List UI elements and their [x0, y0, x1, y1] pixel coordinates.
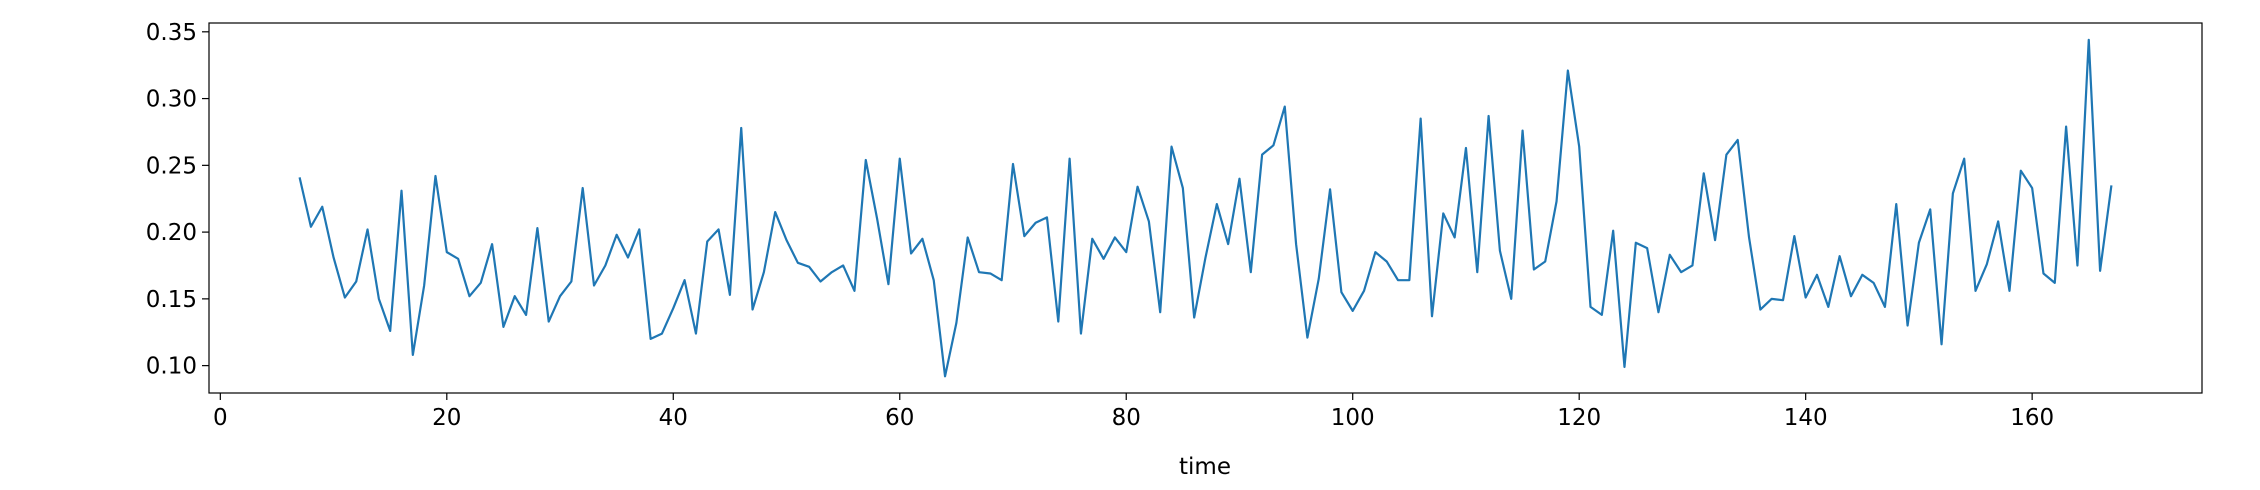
x-tick-label: 160 — [2010, 405, 2054, 431]
y-tick-label: 0.10 — [146, 354, 197, 380]
x-tick-label: 100 — [1331, 405, 1375, 431]
x-tick-label: 60 — [885, 405, 914, 431]
x-tick-label: 120 — [1557, 405, 1601, 431]
y-tick-label: 0.15 — [146, 287, 197, 313]
plot-frame — [208, 22, 2203, 394]
x-tick-label: 20 — [432, 405, 461, 431]
x-tick-label: 40 — [659, 405, 688, 431]
x-tick-label: 140 — [1784, 405, 1828, 431]
x-tick-label: 0 — [213, 405, 228, 431]
y-tick-label: 0.30 — [146, 87, 197, 113]
x-tick-label: 80 — [1112, 405, 1141, 431]
y-tick-label: 0.20 — [146, 220, 197, 246]
y-tick-label: 0.35 — [146, 20, 197, 46]
data-line — [298, 38, 2113, 378]
x-axis-label: time — [1179, 454, 1231, 480]
y-tick-label: 0.25 — [146, 153, 197, 179]
